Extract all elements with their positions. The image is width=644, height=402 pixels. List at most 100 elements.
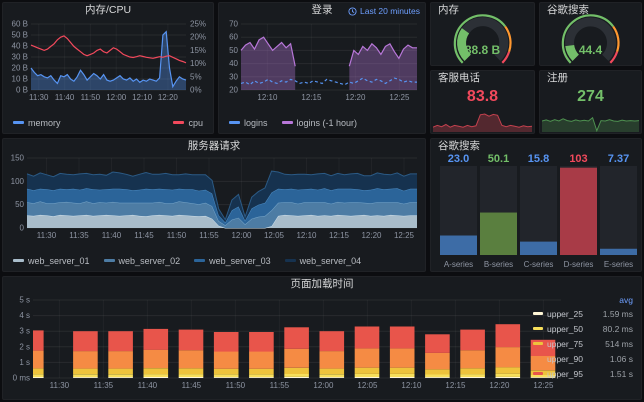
legend-avg-header[interactable]: avg — [619, 294, 633, 305]
bar-fill-D-series — [560, 167, 597, 255]
legend-label: logins — [244, 117, 268, 128]
stack-upper_90 — [143, 349, 169, 369]
legend-item-web-server-03[interactable]: web_server_03 — [194, 256, 271, 266]
x-axis-tick-label: 12:15 — [329, 231, 350, 240]
stack-upper_50 — [108, 374, 133, 378]
panel-memory-cpu: 内存/CPU 0 B 10 B 20 B 30 B 40 B 50 B 60 B 0% 5% 10… — [2, 2, 214, 134]
google-search-gauge — [561, 14, 620, 64]
legend-item-logins[interactable]: logins — [229, 118, 268, 128]
legend-swatch — [533, 372, 543, 375]
stack-upper_50 — [284, 373, 309, 377]
panel-title-server-requests[interactable]: 服务器请求 — [187, 140, 241, 152]
legend-item-logins-1-hour-[interactable]: logins (-1 hour) — [281, 118, 357, 128]
stack-upper_95 — [460, 329, 485, 351]
stack-upper_25 — [495, 376, 521, 378]
legend-row-upper_95[interactable]: upper_95 1.51 s — [533, 366, 633, 381]
panel-title-google-gauge[interactable]: 谷歌搜索 — [547, 4, 589, 16]
memory-gauge-value: 88.8 B — [464, 43, 501, 57]
x-axis-tick-label: 12:20 — [158, 93, 179, 102]
y-axis-right-tick-label: 5% — [190, 72, 202, 81]
stack-upper_95 — [143, 328, 169, 350]
panel-title-page-load-time[interactable]: 页面加载时间 — [290, 278, 354, 290]
stack-upper_90 — [284, 348, 309, 368]
series-web_server_01-area — [27, 214, 417, 228]
legend-swatch — [13, 121, 24, 124]
legend-row-upper_50[interactable]: upper_50 80.2 ms — [533, 321, 633, 336]
series-logins-prev-area — [349, 43, 417, 90]
legend-item-web-server-02[interactable]: web_server_02 — [103, 256, 180, 266]
legend-item-cpu[interactable]: cpu — [173, 118, 203, 128]
stack-upper_25 — [354, 377, 380, 378]
panel-title-signups[interactable]: 注册 — [547, 72, 568, 84]
stack-upper_50 — [143, 374, 169, 377]
y-axis-tick-label: 70 — [229, 20, 238, 29]
x-axis-tick-label: 11:50 — [167, 231, 187, 240]
bar-track-E-series — [600, 166, 637, 255]
stack-upper_90 — [249, 351, 274, 369]
stack-upper_90 — [33, 350, 44, 369]
panel-title-support-calls[interactable]: 客服电话 — [438, 72, 480, 84]
legend-item-web-server-04[interactable]: web_server_04 — [284, 256, 361, 266]
legend-row-upper_75[interactable]: upper_75 514 ms — [533, 336, 633, 351]
stack-upper_25 — [389, 377, 415, 378]
x-axis-tick-label: 11:40 — [102, 231, 122, 240]
x-axis-tick-label: 11:50 — [226, 381, 246, 390]
bar-fill-E-series — [600, 248, 637, 255]
legend-item-web-server-01[interactable]: web_server_01 — [13, 256, 90, 266]
legend-swatch — [103, 259, 115, 262]
y-axis-right-tick-label: 15% — [190, 46, 206, 55]
x-axis-tick-label: 12:10 — [257, 93, 278, 102]
memory-cpu-chart: 0 B 10 B 20 B 30 B 40 B 50 B 60 B 0% 5% 10% 15% 20%… — [12, 20, 206, 103]
server-requests-chart: 0 50 100 150 11:30 11:35 11:40 11:45 11:50 11:55 1… — [11, 154, 417, 240]
stack-upper_50 — [73, 374, 98, 378]
panel-memory-gauge: 内存 88.8 B — [430, 2, 535, 66]
legend-swatch — [533, 357, 543, 360]
legend-item-memory[interactable]: memory — [13, 118, 61, 128]
time-range-badge[interactable]: Last 20 minutes — [348, 6, 420, 16]
y-axis-tick-label: 0 ms — [13, 374, 30, 383]
stack-upper_75 — [143, 368, 169, 375]
y-axis-right-tick-label: 25% — [190, 20, 206, 29]
x-axis-tick-label: 11:45 — [182, 381, 202, 390]
bar-track-C-series — [520, 166, 557, 255]
y-axis-tick-label: 0 B — [16, 86, 28, 95]
legend-label: memory — [28, 117, 61, 128]
bar-value-E-series: 7.37 — [608, 154, 629, 165]
stack-upper_75 — [354, 367, 380, 374]
memory-cpu-legend: memory cpu — [3, 114, 213, 131]
legend-swatch — [194, 259, 206, 262]
gauge-fill — [457, 28, 472, 61]
panel-title-memory-gauge[interactable]: 内存 — [438, 4, 459, 16]
legend-avg-value: 1.59 ms — [602, 308, 633, 319]
y-axis-tick-label: 30 B — [12, 53, 28, 62]
y-axis-tick-label: 50 B — [12, 31, 28, 40]
x-axis-tick-label: 11:30 — [37, 231, 57, 240]
y-axis-tick-label: 100 — [11, 177, 25, 186]
panel-title-logins[interactable]: 登录 — [311, 4, 333, 16]
stack-upper_75 — [319, 368, 345, 375]
gauge-track — [565, 17, 616, 61]
legend-label: upper_50 — [547, 323, 583, 334]
bar-category-E-series: E-series — [604, 260, 633, 269]
legend-row-upper_90[interactable]: upper_90 1.06 s — [533, 351, 633, 366]
gauge-threshold-ring — [504, 25, 512, 53]
series-web_server_02-line — [26, 200, 417, 226]
y-axis-tick-label: 3 s — [19, 327, 30, 336]
stack-upper_50 — [530, 374, 556, 378]
panel-title-google-search-bars[interactable]: 谷歌搜索 — [438, 140, 480, 152]
gauge-threshold-ring — [453, 14, 507, 64]
legend-row-upper_25[interactable]: upper_25 1.59 ms — [533, 306, 633, 321]
x-axis-tick-label: 12:00 — [106, 93, 127, 102]
panel-title-memory-cpu[interactable]: 内存/CPU — [84, 4, 132, 16]
page-load-legend: avg upper_25 1.59 ms upper_50 80.2 ms upper_… — [533, 293, 633, 381]
x-axis-tick-label: 11:35 — [69, 231, 89, 240]
x-axis-tick-label: 12:25 — [389, 93, 410, 102]
stack-upper_95 — [389, 326, 415, 349]
stack-upper_50 — [495, 373, 521, 377]
memory-gauge — [453, 14, 512, 64]
stack-upper_25 — [284, 377, 309, 378]
panel-logins: 登录 Last 20 minutes 20 30 40 50 60 70 12:10 12:1… — [218, 2, 426, 134]
y-axis-tick-label: 20 — [229, 86, 238, 95]
stack-upper_90 — [460, 350, 485, 369]
legend-label: upper_90 — [547, 353, 583, 364]
